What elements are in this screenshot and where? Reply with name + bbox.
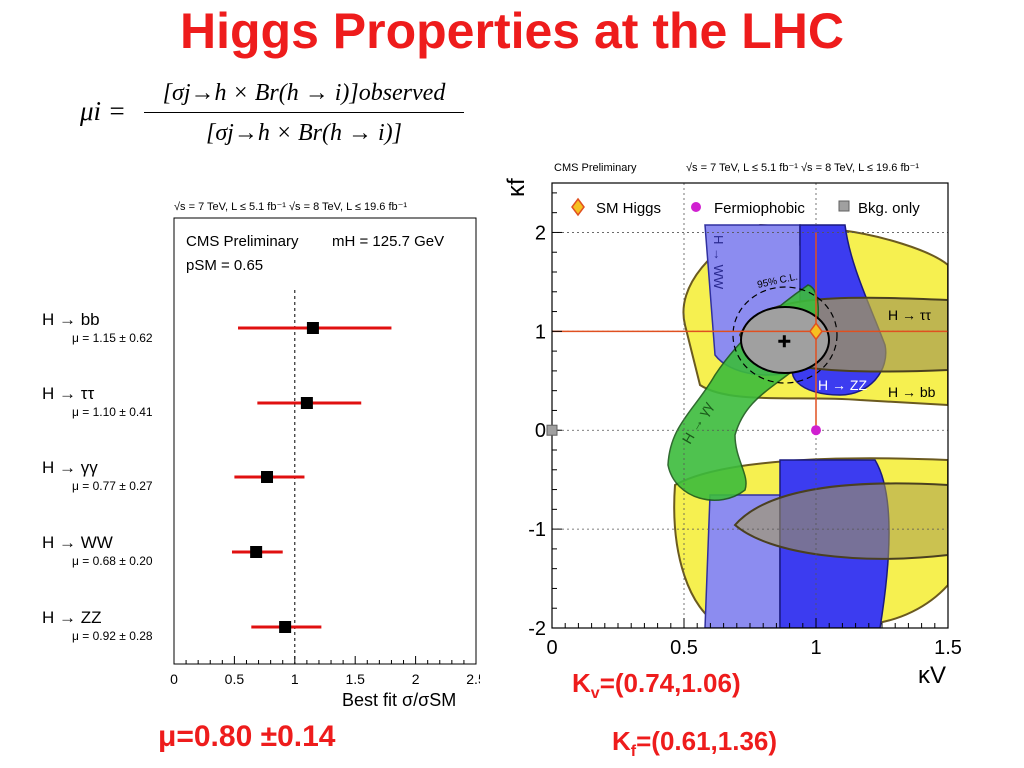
fermiophobic-point: [811, 425, 821, 436]
signal-strength-plot: √s = 7 TeV, L ≤ 5.1 fb⁻¹ √s = 8 TeV, L ≤…: [170, 201, 480, 710]
channel-mu-value: μ = 1.10 ± 0.41: [72, 405, 153, 419]
best-fit-marker: [250, 546, 263, 558]
mass-annotation: mH = 125.7 GeV: [332, 233, 444, 250]
sm-higgs-point: [809, 322, 823, 341]
x-tick-label: 0.5: [225, 671, 245, 687]
x-tick-label: 0: [546, 637, 557, 659]
formula-lhs: μi =: [80, 96, 127, 126]
hzz-label: H → ZZ: [818, 377, 867, 393]
x-tick-label: 1.5: [934, 637, 962, 659]
formula-denominator: [σj→h × Br(h → i)]: [205, 120, 403, 146]
x-tick-label: 1.5: [345, 671, 365, 687]
y-tick-label: 0: [535, 420, 546, 442]
kf-interval: =(0.61,1.36): [636, 726, 778, 756]
hbb-label: H → bb: [888, 384, 936, 400]
channel-label: H → ττ: [42, 384, 95, 403]
best-fit-marker: [300, 397, 313, 409]
x-tick-label: 0: [170, 671, 178, 687]
htautau-contour-lower: [733, 482, 948, 560]
legend-bkg-label: Bkg. only: [858, 200, 920, 217]
y-tick-label: -1: [528, 519, 546, 541]
kv-subscript: v: [590, 685, 600, 703]
left-plot-frame: [173, 217, 477, 665]
right-xaxis-label: κV: [918, 662, 946, 689]
left-plot-title: CMS Preliminary: [186, 233, 299, 250]
right-energy-header: √s = 7 TeV, L ≤ 5.1 fb⁻¹ √s = 8 TeV, L ≤…: [686, 162, 919, 174]
best-fit-marker: [279, 621, 292, 633]
channel-mu-value: μ = 0.77 ± 0.27: [72, 479, 153, 493]
formula-fraction-bar: [144, 112, 464, 113]
channel-mu-value: μ = 0.68 ± 0.20: [72, 554, 153, 568]
psm-annotation: pSM = 0.65: [186, 257, 263, 274]
left-energy-header: √s = 7 TeV, L ≤ 5.1 fb⁻¹ √s = 8 TeV, L ≤…: [174, 201, 407, 213]
bkg-only-point: [546, 424, 558, 436]
kf-symbol: K: [612, 726, 631, 756]
kv-interval: =(0.74,1.06): [599, 668, 741, 698]
y-tick-label: 1: [535, 321, 546, 343]
channel-label: H → WW: [42, 533, 113, 552]
kf-subscript: f: [630, 743, 637, 761]
x-tick-label: 1: [291, 671, 299, 687]
legend-sm-label: SM Higgs: [596, 200, 661, 217]
best-fit-marker: [261, 471, 274, 483]
combined-95-contour: [732, 286, 838, 384]
x-tick-label: 1: [810, 637, 821, 659]
slide-title: Higgs Properties at the LHC: [180, 3, 844, 59]
channel-mu-value: μ = 0.92 ± 0.28: [72, 629, 153, 643]
contour-regions: [667, 223, 948, 628]
x-tick-label: 2: [412, 671, 420, 687]
legend-sm-marker: [571, 197, 585, 217]
x-tick-label: 2.5: [466, 671, 480, 687]
channel-mu-value: μ = 1.15 ± 0.62: [72, 331, 153, 345]
hww-label: H → WW: [711, 235, 726, 290]
legend-fermiophobic-marker: [691, 202, 701, 212]
y-tick-label: 2: [535, 222, 546, 244]
legend-bkg-marker: [838, 200, 850, 212]
x-tick-label: 0.5: [670, 637, 698, 659]
legend-fermiophobic-label: Fermiophobic: [714, 200, 805, 217]
channel-label: H → bb: [42, 310, 100, 329]
kf-result: Kf=(0.61,1.36): [612, 726, 777, 761]
channel-label: H → ZZ: [42, 608, 102, 627]
channel-label: H → γγ: [42, 458, 98, 477]
signal-strength-formula: μi = [σj→h × Br(h → i)]observed [σj→h × …: [80, 72, 480, 152]
kv-symbol: K: [572, 668, 591, 698]
formula-numerator: [σj→h × Br(h → i)]observed: [162, 80, 446, 106]
kv-result: Kv=(0.74,1.06): [572, 668, 741, 703]
right-plot-title: CMS Preliminary: [554, 162, 637, 174]
mu-result: μ=0.80 ±0.14: [158, 720, 336, 753]
right-yaxis-label: κf: [503, 178, 530, 197]
legend: SM Higgs Fermiophobic Bkg. only: [571, 197, 920, 217]
y-tick-label: -2: [528, 618, 546, 640]
best-fit-cross: [778, 335, 791, 348]
left-xaxis-label: Best fit σ/σSM: [342, 690, 456, 710]
htautau-label: H → ττ: [888, 307, 931, 323]
kappa-contour-plot: CMS Preliminary √s = 7 TeV, L ≤ 5.1 fb⁻¹…: [503, 162, 962, 689]
best-fit-marker: [306, 322, 319, 334]
